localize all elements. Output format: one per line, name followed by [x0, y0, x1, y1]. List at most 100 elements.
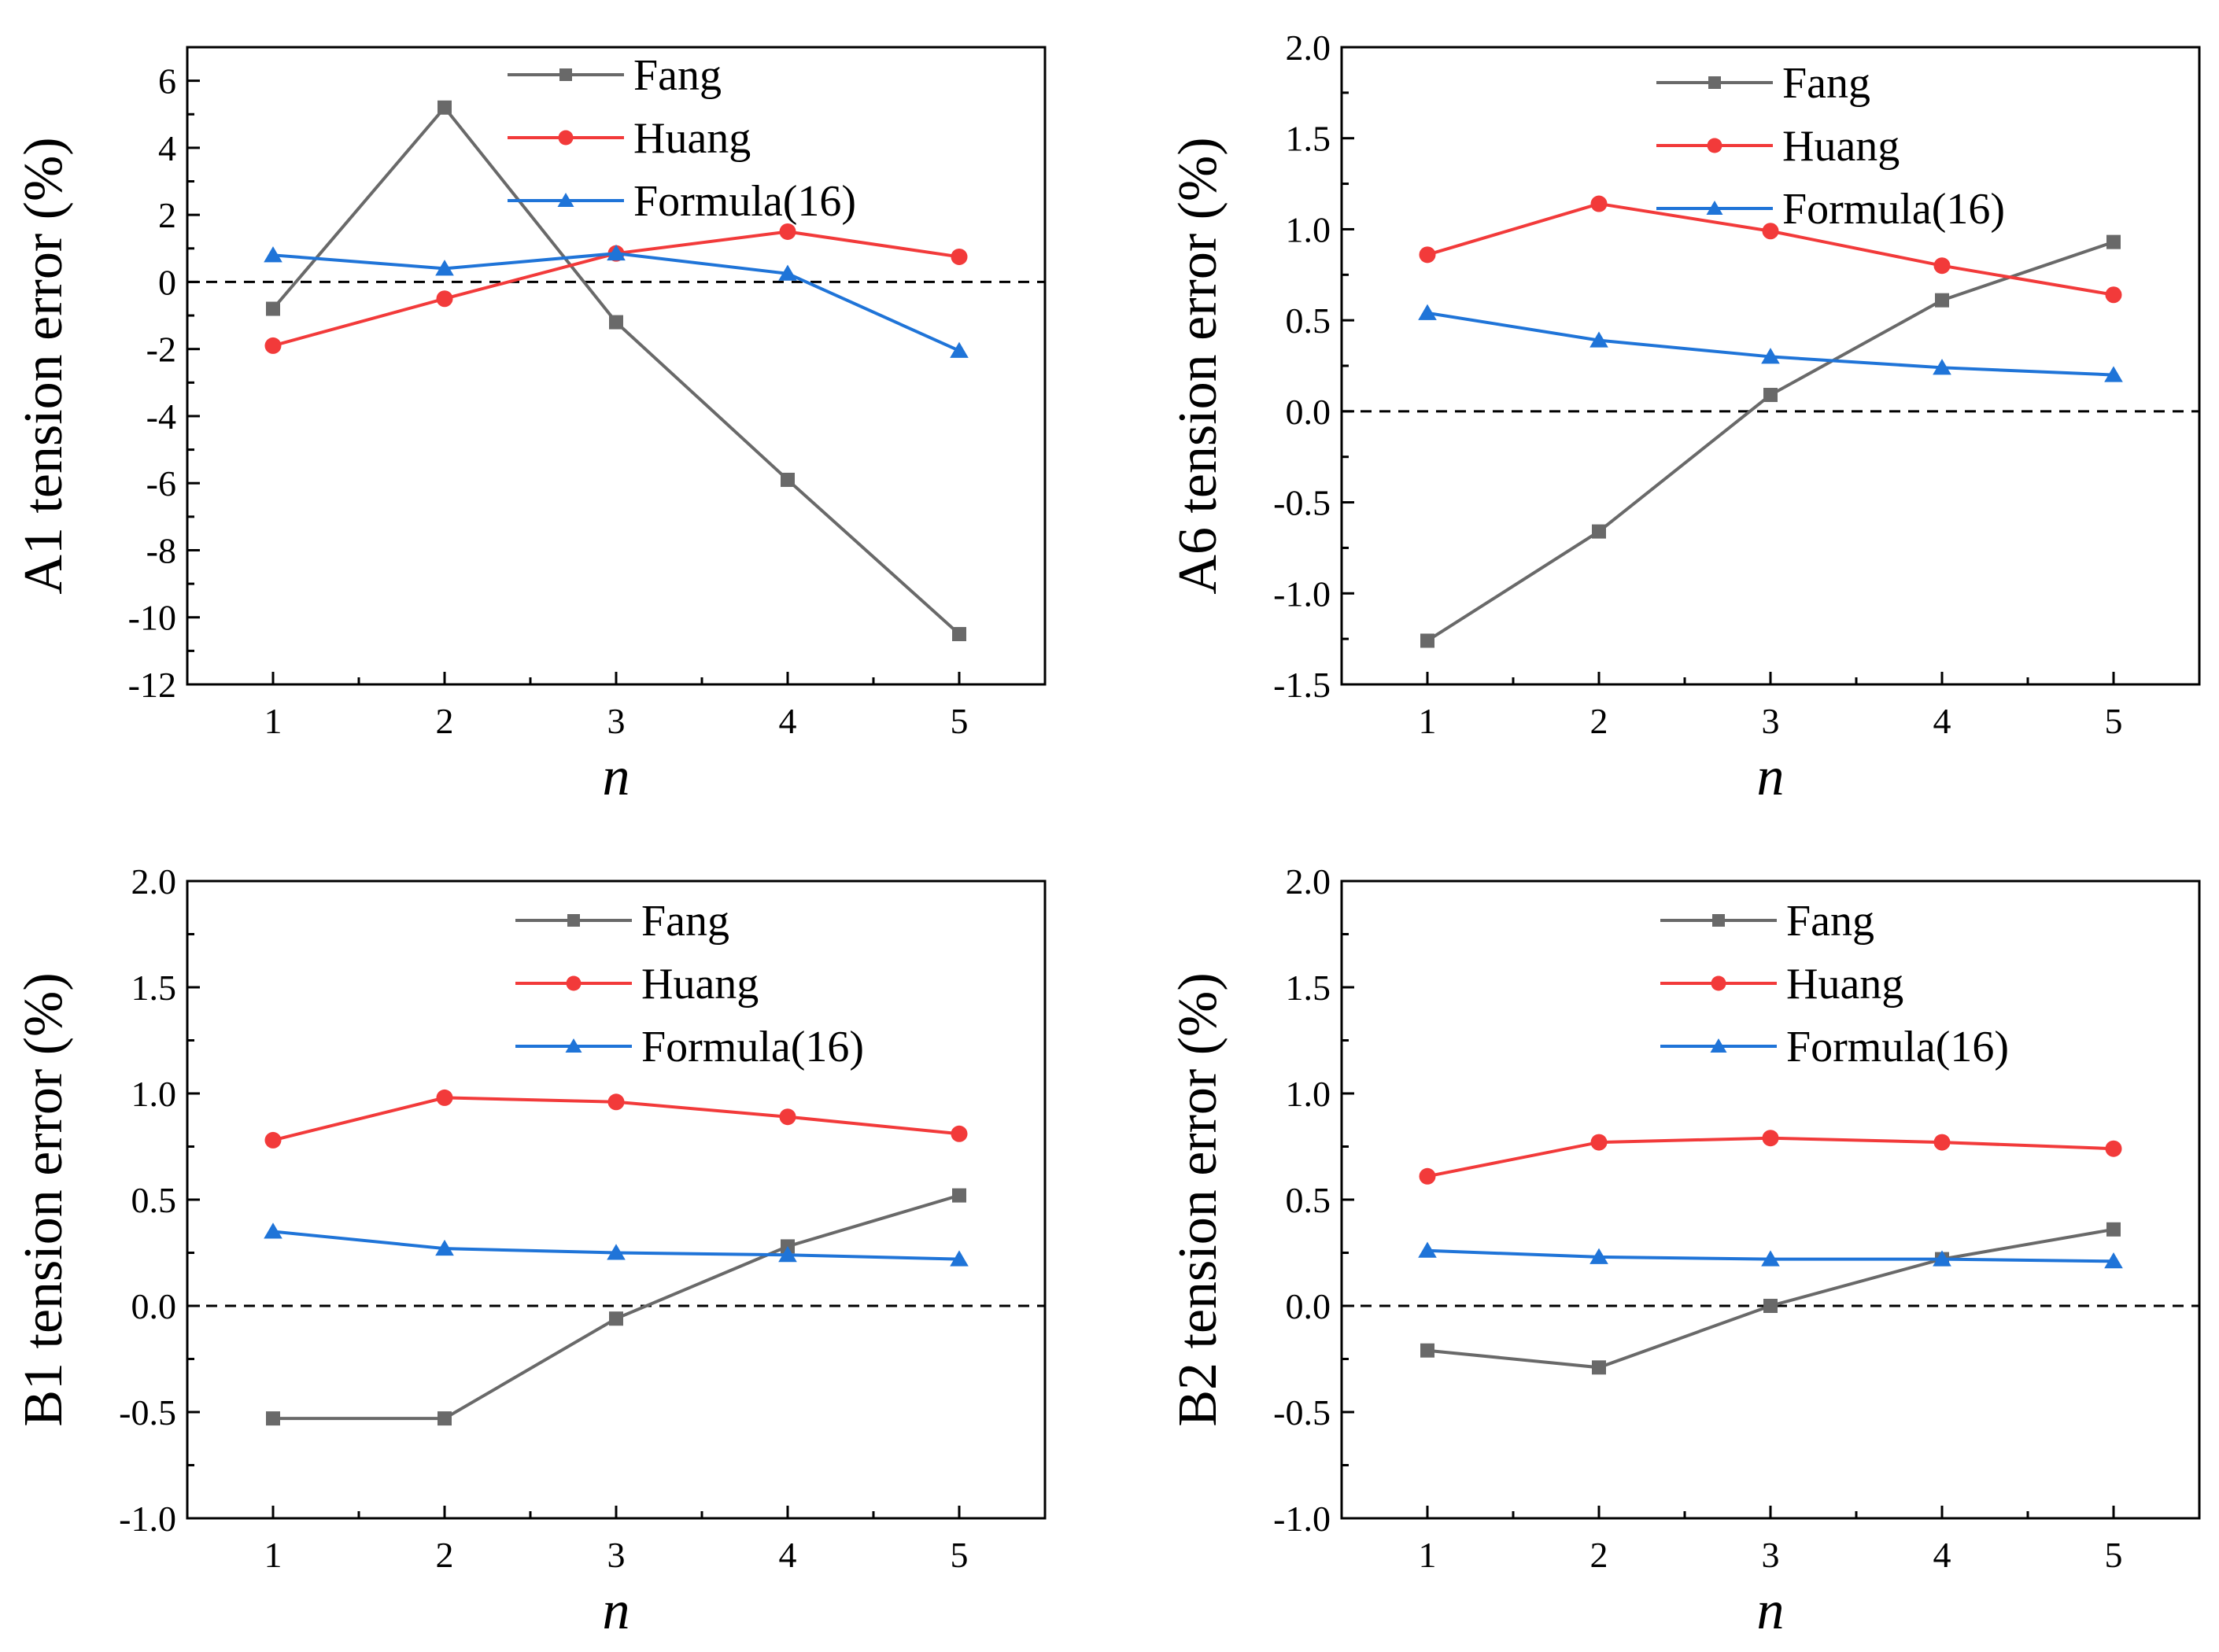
legend-label: Formula(16) [641, 1023, 864, 1071]
huang-point [1933, 1134, 1951, 1151]
legend-label: Huang [641, 960, 759, 1009]
formula-16-point [435, 260, 454, 276]
legend: Fang Huang Formula(16) [515, 897, 864, 1071]
formula-16-point [2104, 1252, 2123, 1269]
y-tick-label: 6 [158, 61, 176, 101]
legend-item-huang: Huang [508, 114, 751, 163]
huang-point [1590, 195, 1608, 212]
legend-item-huang: Huang [1656, 122, 1900, 171]
panel-a1: -12 -10 -8 -6 -4 -2 0 2 4 6 1 2 3 4 5 A1 tension error … [13, 46, 1047, 807]
formula-16-point [1418, 1241, 1437, 1258]
legend-circle-marker [1707, 138, 1722, 153]
legend-triangle-marker [1706, 201, 1723, 215]
legend-item-formula-16: Formula(16) [1660, 1023, 2009, 1071]
y-tick-label: -1.5 [1273, 665, 1331, 705]
x-tick-label: 4 [1933, 701, 1951, 741]
legend-item-fang: Fang [1656, 59, 1870, 108]
legend-label: Fang [641, 897, 729, 946]
legend-triangle-marker [1710, 1038, 1727, 1053]
x-tick-label: 3 [607, 701, 626, 741]
x-tick-label: 2 [436, 701, 454, 741]
y-tick-label: 0 [158, 262, 176, 302]
series-fang [266, 100, 966, 642]
fang-point [1935, 293, 1949, 308]
series-fang [1420, 234, 2121, 648]
legend-label: Formula(16) [1782, 185, 2005, 234]
legend-item-formula-16: Formula(16) [515, 1023, 864, 1071]
y-tick-label: -0.5 [1273, 483, 1331, 523]
huang-point [264, 1131, 282, 1149]
legend: Fang Huang Formula(16) [508, 51, 856, 226]
huang-point [779, 223, 796, 240]
series-fang [1420, 1222, 2121, 1375]
legend: Fang Huang Formula(16) [1660, 897, 2009, 1071]
y-tick-label: -0.5 [119, 1392, 176, 1433]
x-tick-label: 2 [1590, 1535, 1608, 1575]
legend-label: Fang [1782, 59, 1870, 108]
legend-triangle-marker [557, 193, 574, 207]
series-huang [264, 1089, 968, 1149]
series-formula-16 [1418, 1241, 2123, 1269]
formula-16-point [264, 1222, 282, 1239]
huang-point [607, 1093, 625, 1111]
fang-point [952, 1188, 966, 1203]
y-tick-label: 2.0 [131, 861, 177, 902]
y-tick-label: 1.0 [1286, 1074, 1331, 1114]
fang-point [2106, 1222, 2121, 1237]
plot-frame [1340, 879, 2201, 1520]
y-axis-title: B1 tension error (%) [13, 972, 74, 1426]
huang-point [1933, 257, 1951, 275]
y-tick-label: -1.0 [1273, 573, 1331, 614]
legend-item-fang: Fang [515, 897, 729, 946]
legend-label: Formula(16) [1786, 1023, 2009, 1071]
formula-16-point [950, 1250, 969, 1267]
y-tick-label: -1.0 [119, 1499, 176, 1539]
fang-point [1420, 1343, 1434, 1358]
legend-label: Huang [1786, 960, 1903, 1009]
huang-point [436, 290, 453, 308]
fang-point [266, 301, 280, 316]
panel-b2: -1.0 -0.5 0.0 0.5 1.0 1.5 2.0 1 2 3 4 5 B2 tension e… [1168, 861, 2201, 1641]
plot-frame [1340, 46, 2201, 686]
fang-point [266, 1411, 280, 1426]
y-tick-label: -0.5 [1273, 1392, 1331, 1433]
fang-point [1763, 388, 1778, 403]
huang-point [1590, 1134, 1608, 1151]
x-tick-label: 4 [779, 701, 797, 741]
formula-16-point [1589, 331, 1608, 348]
panel-b1: -1.0 -0.5 0.0 0.5 1.0 1.5 2.0 1 2 3 4 5 B1 tension e… [13, 861, 1047, 1641]
y-tick-label: 1.5 [1286, 968, 1331, 1008]
huang-point [1419, 246, 1436, 264]
x-axis-title: n [1757, 1580, 1785, 1641]
legend-square-marker [559, 68, 572, 81]
series-formula-16 [264, 1222, 969, 1267]
legend-triangle-marker [565, 1038, 582, 1053]
y-axis-title: A1 tension error (%) [13, 137, 74, 594]
x-tick-label: 5 [2105, 701, 2123, 741]
huang-point [2105, 286, 2122, 304]
legend-label: Fang [633, 51, 722, 100]
fang-point [2106, 234, 2121, 249]
x-tick-label: 2 [1590, 701, 1608, 741]
y-tick-label: 1.0 [131, 1074, 177, 1114]
x-axis-title: n [603, 747, 630, 807]
series-huang [264, 223, 968, 354]
y-tick-label: 2.0 [1286, 28, 1331, 68]
formula-16-point [435, 1239, 454, 1256]
legend-circle-marker [566, 975, 582, 991]
huang-point [1762, 1130, 1779, 1147]
series-formula-16 [264, 244, 969, 358]
legend-square-marker [1708, 76, 1721, 89]
y-tick-label: 0.0 [1286, 392, 1331, 432]
legend-item-formula-16: Formula(16) [508, 177, 856, 226]
x-axis-title: n [1757, 747, 1785, 807]
legend-item-fang: Fang [508, 51, 722, 100]
y-tick-label: 4 [158, 128, 176, 168]
fang-line [1426, 240, 2114, 643]
legend-label: Formula(16) [633, 177, 856, 226]
formula-16-point [1933, 359, 1951, 375]
y-tick-label: -1.0 [1273, 1499, 1331, 1539]
formula-16-point [1761, 1250, 1780, 1267]
formula-16-point [1418, 304, 1437, 320]
panel-a6: -1.5 -1.0 -0.5 0.0 0.5 1.0 1.5 2.0 1 2 3 4 5 A6 tensi… [1168, 28, 2201, 807]
